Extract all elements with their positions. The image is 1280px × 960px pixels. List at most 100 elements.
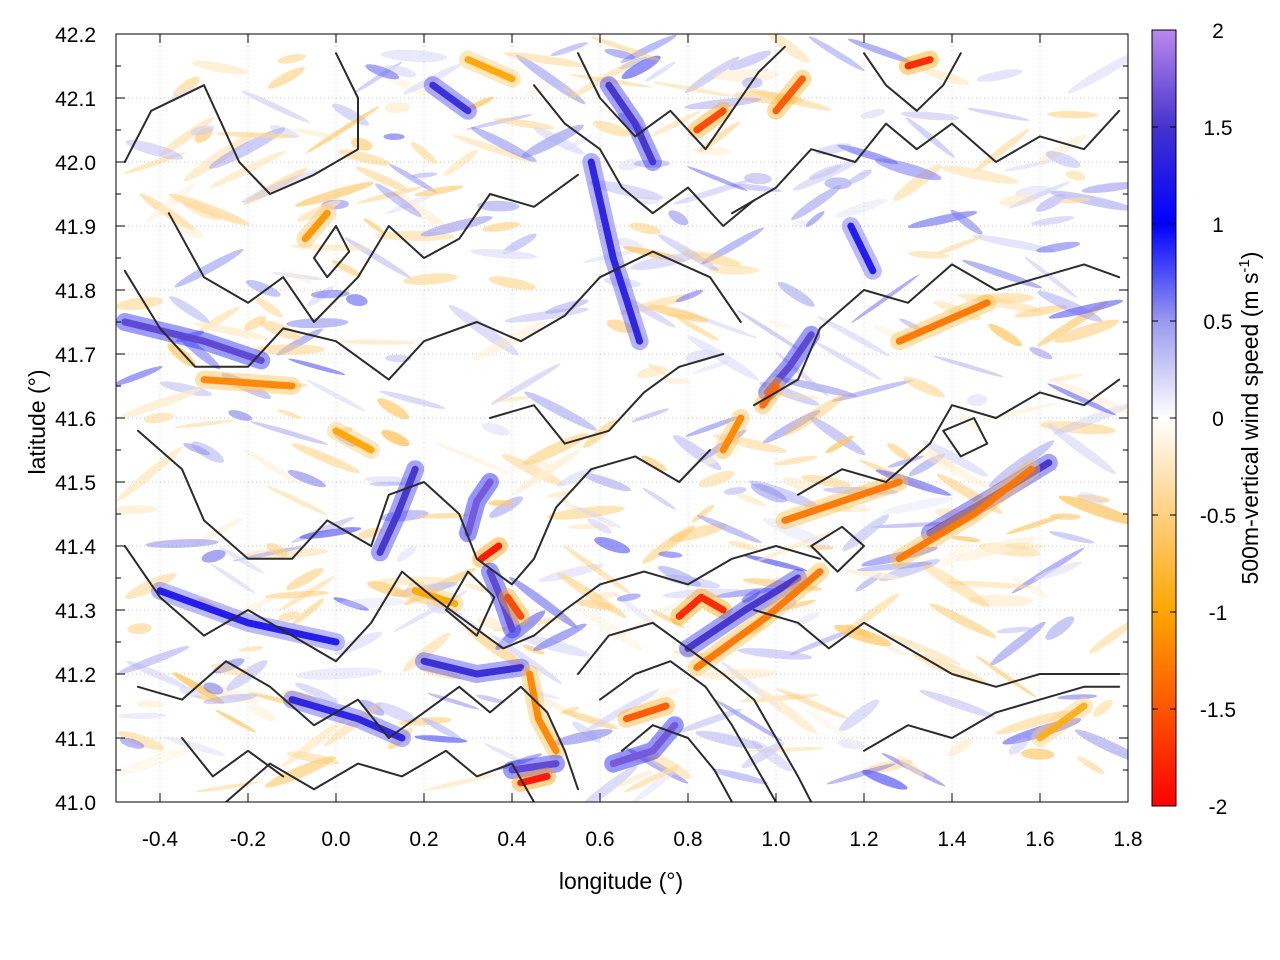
heat-speckle	[203, 682, 224, 695]
heat-speckle	[777, 281, 815, 307]
x-tick-label: 1.8	[1113, 828, 1142, 851]
heat-speckle	[269, 125, 299, 138]
heat-speckle	[118, 712, 167, 719]
heat-speckle	[914, 447, 989, 488]
heat-speckle	[228, 410, 253, 421]
wind-band	[675, 593, 727, 620]
heat-speckle	[801, 474, 852, 488]
heat-speckle	[763, 517, 831, 549]
heat-speckle	[782, 476, 815, 491]
heat-speckle	[999, 193, 1039, 206]
heat-speckle	[805, 709, 859, 746]
terrain-contour	[577, 45, 786, 151]
heat-speckle	[777, 377, 858, 398]
colorbar-tick-label: -2	[1209, 796, 1228, 819]
heat-speckle	[333, 597, 369, 611]
heat-speckle	[183, 132, 255, 182]
heat-speckle	[294, 181, 374, 207]
heat-speckle	[744, 172, 772, 185]
heat-speckle	[281, 269, 313, 284]
heat-speckle	[647, 304, 709, 323]
terrain-contour	[137, 429, 711, 586]
heat-speckle	[359, 699, 385, 716]
heat-speckle	[425, 774, 494, 791]
heat-speckle	[1045, 419, 1082, 433]
heat-speckle	[638, 748, 692, 779]
heat-speckle	[375, 702, 417, 723]
heat-speckle	[618, 294, 691, 315]
heat-speckle	[213, 658, 245, 674]
colorbar-tick-label: -0.5	[1200, 505, 1236, 528]
heat-speckle	[950, 209, 983, 235]
heat-speckle	[695, 730, 763, 749]
terrain-contour	[123, 545, 821, 663]
heat-speckle	[951, 535, 981, 543]
heat-speckle	[621, 295, 676, 328]
heat-speckle	[612, 591, 663, 631]
heat-speckle	[557, 467, 597, 487]
heatmap-field	[116, 34, 1128, 802]
heat-speckle	[202, 693, 258, 705]
heat-speckle	[254, 344, 325, 355]
heat-speckle	[547, 490, 573, 498]
heat-speckle	[612, 599, 683, 642]
heat-speckle	[1088, 620, 1128, 654]
heat-speckle	[487, 499, 514, 507]
heat-speckle	[955, 536, 1035, 562]
heat-speckle	[166, 86, 198, 103]
heat-speckle	[1058, 495, 1128, 526]
heat-speckle	[989, 621, 1046, 666]
wind-band	[605, 81, 657, 166]
heat-speckle	[119, 737, 145, 749]
wind-band	[429, 81, 472, 115]
colorbar-tick-label: -1.5	[1200, 699, 1236, 722]
heat-speckle	[339, 339, 416, 345]
y-tick-label: 41.4	[55, 536, 96, 559]
heat-speckle	[1054, 319, 1120, 343]
heat-speckle	[618, 158, 642, 171]
heat-speckle	[650, 609, 685, 628]
heat-speckle	[495, 396, 531, 402]
heat-speckle	[278, 611, 300, 622]
heat-speckle	[299, 527, 362, 539]
heat-speckle	[1008, 737, 1029, 755]
heat-speckle	[377, 398, 410, 420]
y-tick-label: 41.8	[55, 280, 96, 303]
heat-speckle	[1036, 241, 1081, 253]
terrain-contour	[533, 84, 755, 227]
heat-speckle	[266, 543, 288, 558]
heat-speckle	[410, 142, 437, 164]
heat-speckle	[116, 297, 164, 311]
heat-speckle	[524, 391, 597, 431]
x-axis-title: longitude (°)	[559, 868, 683, 894]
heat-speckle	[968, 594, 1033, 607]
heat-speckle	[762, 409, 821, 444]
heat-speckle	[784, 599, 816, 610]
colorbar-tick-label: 1	[1212, 214, 1224, 237]
heat-speckle	[886, 645, 907, 656]
y-tick-label: 41.5	[55, 472, 96, 495]
heat-speckle	[501, 454, 564, 486]
heat-speckle	[947, 580, 1033, 589]
heat-speckle	[687, 166, 748, 191]
heat-speckle	[1037, 290, 1103, 322]
heat-speckle	[481, 422, 510, 436]
heat-speckle	[216, 131, 297, 139]
heat-speckle	[641, 455, 667, 472]
heat-speckle	[183, 443, 211, 456]
heat-speckle	[443, 149, 478, 176]
heat-speckle	[518, 687, 560, 700]
colorbar-ticks: 2 1.5 1 0.5 0 -0.5 -1 -1.5 -2	[1152, 20, 1236, 819]
heat-speckle	[573, 505, 622, 529]
heat-speckle	[1011, 547, 1085, 594]
wind-band	[332, 427, 375, 454]
wind-band	[376, 465, 419, 556]
heat-speckle	[741, 589, 761, 603]
heat-speckle	[561, 86, 581, 98]
heat-speckle	[967, 107, 1030, 121]
heat-speckle	[384, 101, 411, 114]
heat-speckle	[789, 627, 856, 656]
wind-band	[517, 772, 551, 787]
colorbar-title: 500m-vertical wind speed (m s-1)	[1236, 252, 1263, 585]
colorbar-tick-label: 2	[1212, 20, 1224, 43]
